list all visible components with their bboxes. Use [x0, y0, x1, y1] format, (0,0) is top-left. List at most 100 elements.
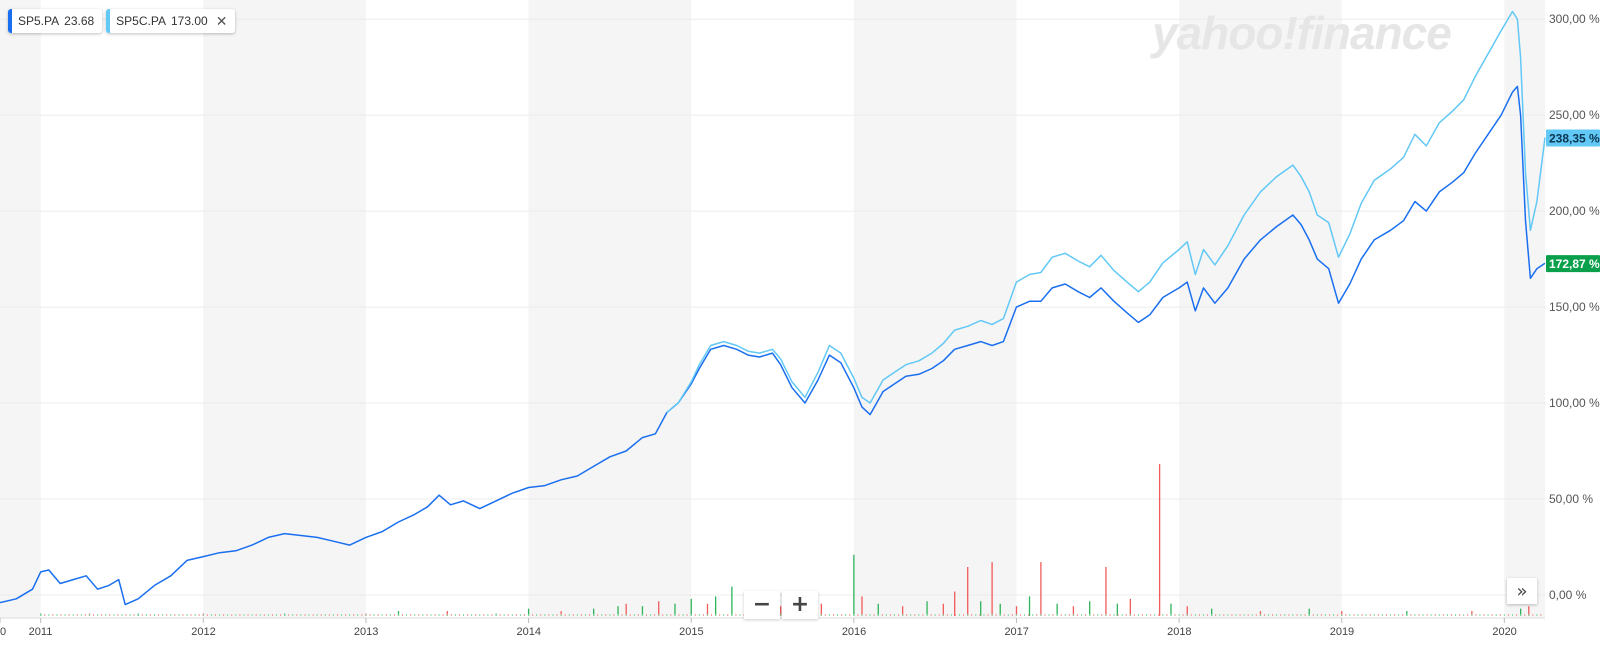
volume-bar	[434, 614, 436, 616]
volume-bar	[1174, 614, 1176, 616]
volume-bar	[389, 614, 391, 616]
volume-bar	[219, 614, 221, 616]
volume-bar	[101, 614, 103, 616]
volume-bar	[1150, 614, 1152, 616]
volume-bar	[499, 614, 501, 616]
scroll-right-button[interactable]: »	[1507, 578, 1537, 604]
volume-bar	[1394, 614, 1396, 616]
yahoo-finance-logo: yahoo!finance	[1152, 7, 1452, 59]
volume-bar	[149, 614, 151, 616]
volume-bar	[1116, 603, 1118, 616]
volume-bar	[141, 614, 143, 616]
volume-bar	[1483, 614, 1485, 616]
volume-bar	[666, 614, 668, 616]
volume-bar	[674, 603, 676, 616]
volume-bar	[471, 614, 473, 616]
volume-bar	[625, 603, 627, 616]
volume-bar	[1056, 614, 1058, 616]
volume-bar	[987, 614, 989, 616]
volume-bar	[1089, 614, 1091, 616]
volume-bar	[1406, 614, 1408, 616]
volume-bar	[983, 614, 985, 616]
volume-bar	[670, 614, 672, 616]
volume-bar	[576, 614, 578, 616]
volume-bar	[914, 614, 916, 616]
volume-bar	[275, 614, 277, 616]
volume-bar	[682, 614, 684, 616]
volume-bar	[589, 614, 591, 616]
volume-bar	[654, 614, 656, 616]
volume-bar	[1288, 614, 1290, 616]
close-icon[interactable]: ✕	[215, 12, 228, 29]
volume-bar	[922, 614, 924, 616]
volume-bar	[381, 614, 383, 616]
volume-bar	[410, 614, 412, 616]
volume-bar	[690, 598, 692, 616]
volume-bar	[674, 614, 676, 616]
volume-bar	[1028, 596, 1031, 616]
volume-bar	[1141, 614, 1143, 616]
volume-bar	[300, 614, 302, 616]
volume-bar	[426, 614, 428, 616]
volume-bar	[1190, 614, 1192, 616]
volume-bar	[1146, 614, 1148, 616]
volume-bar	[1349, 614, 1351, 616]
year-band	[853, 0, 1017, 618]
legend-chip-sp5c[interactable]: SP5C.PA 173.00 ✕	[106, 9, 236, 33]
volume-bar	[959, 614, 961, 616]
volume-bar	[1202, 614, 1204, 616]
volume-bar	[1304, 614, 1306, 616]
volume-bar	[438, 614, 440, 616]
volume-bar	[1093, 614, 1095, 616]
volume-bar	[1455, 614, 1457, 616]
volume-bar	[1272, 614, 1274, 616]
volume-bar	[1308, 614, 1310, 616]
volume-bar	[1137, 614, 1139, 616]
volume-bar	[475, 614, 477, 616]
volume-bar	[1219, 614, 1221, 616]
volume-bar	[1373, 614, 1375, 616]
legend-value-sp5: 23.68	[64, 14, 95, 28]
volume-bar	[446, 614, 448, 616]
volume-bar	[336, 614, 338, 616]
volume-bar	[1129, 614, 1131, 616]
volume-bar	[158, 614, 160, 616]
volume-bar	[446, 611, 448, 616]
volume-bar	[385, 614, 387, 616]
volume-bar	[487, 614, 489, 616]
volume-bar	[418, 614, 420, 616]
volume-bar	[1426, 614, 1428, 616]
zoom-in-button[interactable]: +	[782, 591, 818, 619]
volume-bar	[1308, 608, 1310, 616]
volume-bar	[495, 614, 497, 616]
current-value-label: 172,87 %	[1549, 257, 1600, 271]
volume-bar	[491, 614, 493, 616]
volume-bar	[885, 614, 887, 616]
volume-bar	[1040, 562, 1042, 616]
volume-bar	[1085, 614, 1087, 616]
volume-bar	[1329, 614, 1331, 616]
volume-bar	[247, 614, 249, 616]
volume-bar	[967, 614, 969, 616]
legend-symbol-sp5c: SP5C.PA	[116, 14, 166, 28]
volume-bar	[397, 611, 400, 616]
volume-bar	[877, 603, 879, 616]
zoom-out-button[interactable]: −	[744, 591, 780, 619]
volume-bar	[1345, 614, 1347, 616]
volume-bar	[1044, 614, 1046, 616]
volume-bar	[865, 614, 867, 616]
legend-chip-sp5[interactable]: SP5.PA 23.68	[8, 9, 103, 33]
volume-bar	[251, 614, 253, 616]
volume-bar	[1211, 608, 1213, 616]
year-band	[203, 0, 366, 618]
volume-bar	[308, 614, 310, 616]
volume-bar	[1503, 614, 1505, 616]
volume-bar	[1357, 614, 1359, 616]
volume-bar	[357, 614, 359, 616]
volume-bar	[1040, 614, 1042, 616]
volume-bar	[1385, 614, 1387, 616]
volume-bar	[1418, 614, 1420, 616]
y-tick-label: 250,00 %	[1549, 108, 1600, 122]
volume-bar	[117, 614, 119, 616]
